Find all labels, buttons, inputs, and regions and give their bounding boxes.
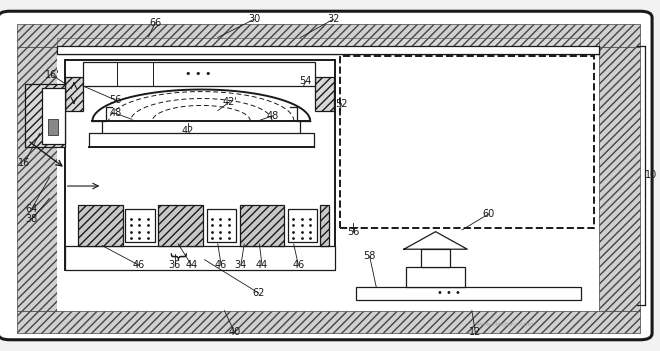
Text: 38: 38 <box>26 214 38 224</box>
Bar <box>288 209 317 242</box>
Bar <box>207 209 236 242</box>
Bar <box>340 56 594 228</box>
Bar <box>406 267 465 287</box>
Bar <box>320 205 329 246</box>
Text: www.elecfans.com: www.elecfans.com <box>476 322 534 327</box>
Bar <box>356 287 581 300</box>
Text: 46: 46 <box>215 260 227 270</box>
Text: 12: 12 <box>469 327 481 337</box>
Bar <box>16 47 57 311</box>
Bar <box>16 311 640 333</box>
Bar <box>57 47 599 311</box>
Text: 42': 42' <box>222 97 237 107</box>
Bar <box>65 246 335 270</box>
Text: 56: 56 <box>347 227 359 237</box>
Bar <box>57 46 599 54</box>
Bar <box>57 46 599 54</box>
Bar <box>25 84 65 147</box>
Bar <box>421 249 450 267</box>
Text: }: } <box>166 252 184 264</box>
Bar <box>65 77 83 111</box>
Bar <box>599 47 640 311</box>
Text: 66: 66 <box>149 18 161 28</box>
Text: 58: 58 <box>364 251 376 261</box>
Text: • • •: • • • <box>185 69 211 79</box>
Text: 54: 54 <box>300 77 312 86</box>
Text: 48: 48 <box>110 108 121 118</box>
Text: 16': 16' <box>46 71 60 80</box>
Text: 42: 42 <box>182 126 194 135</box>
Text: 64: 64 <box>26 204 38 214</box>
Bar <box>83 62 315 86</box>
Text: 46: 46 <box>292 260 304 270</box>
Text: 62: 62 <box>253 288 265 298</box>
Bar <box>240 205 284 246</box>
Bar <box>158 205 203 246</box>
Bar <box>315 77 334 111</box>
Text: 36: 36 <box>169 260 181 270</box>
Text: 30: 30 <box>248 14 260 24</box>
Bar <box>125 209 155 242</box>
Text: 56: 56 <box>110 95 121 105</box>
Text: 48: 48 <box>267 111 279 121</box>
Bar <box>42 88 65 144</box>
Bar <box>65 60 335 270</box>
Text: 60: 60 <box>482 209 494 219</box>
Text: 40: 40 <box>228 327 240 337</box>
Text: 46: 46 <box>133 260 145 270</box>
Text: 44: 44 <box>256 260 268 270</box>
Text: 10: 10 <box>645 171 657 180</box>
Bar <box>78 205 123 246</box>
Text: 34: 34 <box>235 260 247 270</box>
Text: 44: 44 <box>185 260 197 270</box>
FancyBboxPatch shape <box>0 11 652 340</box>
Text: • • •: • • • <box>437 289 461 298</box>
Bar <box>48 119 58 135</box>
Bar <box>16 24 640 47</box>
Text: 52: 52 <box>335 99 347 108</box>
Bar <box>57 38 599 46</box>
Text: 16: 16 <box>18 158 30 168</box>
Text: 32: 32 <box>327 14 339 24</box>
